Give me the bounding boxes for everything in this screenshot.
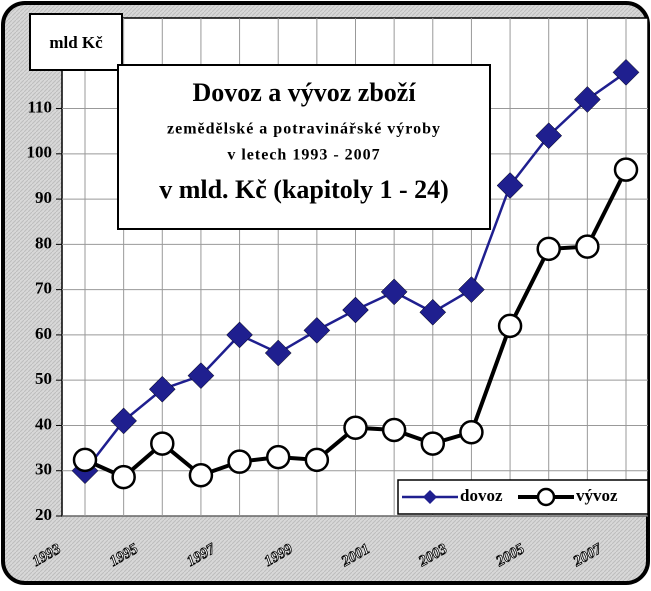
subtitle: zemědělské a potravinářské výroby: [167, 121, 441, 138]
chart-title-2: v mld. Kč (kapitoly 1 - 24): [159, 175, 449, 204]
y-tick-label: 60: [35, 324, 52, 343]
y-tick-label: 40: [35, 414, 52, 433]
data-point: [150, 431, 175, 456]
data-point: [613, 157, 639, 182]
data-point: [187, 362, 215, 390]
data-point: [459, 419, 484, 445]
data-point: [458, 276, 485, 303]
y-tick-label: 90: [35, 188, 52, 207]
chart-title: Dovoz a vývoz zboží: [192, 78, 416, 107]
y-tick-label: 100: [27, 143, 53, 162]
y-tick-label: 80: [35, 233, 52, 252]
data-point: [226, 321, 253, 349]
data-point: [496, 172, 524, 199]
y-axis-label: mld Kč: [49, 33, 103, 52]
data-point: [110, 407, 137, 435]
data-point: [575, 234, 600, 259]
data-point: [381, 417, 407, 443]
data-point: [380, 278, 408, 306]
y-tick-label: 30: [35, 460, 52, 479]
data-point: [227, 449, 252, 474]
y-label-box: [29, 13, 123, 71]
y-tick-label: 110: [27, 97, 52, 116]
legend-marker: [536, 487, 556, 507]
data-point: [264, 339, 292, 367]
subtitle: v letech 1993 - 2007: [227, 147, 380, 164]
data-point: [419, 298, 447, 326]
title-box: [117, 64, 491, 230]
data-point: [497, 313, 523, 339]
data-point: [303, 317, 331, 344]
data-point: [420, 431, 446, 456]
legend-label: dovoz: [460, 486, 503, 505]
data-point: [72, 447, 98, 473]
data-point: [304, 447, 330, 473]
data-point: [612, 58, 640, 86]
data-point: [536, 236, 561, 262]
data-point: [111, 464, 136, 490]
data-point: [342, 296, 369, 324]
data-point: [265, 444, 291, 470]
legend-marker: [423, 490, 437, 504]
y-tick-label: 50: [35, 369, 52, 388]
y-tick-label: 70: [35, 279, 52, 298]
data-point: [574, 86, 601, 113]
data-point: [535, 122, 563, 150]
data-point: [188, 463, 214, 488]
data-point: [343, 415, 368, 440]
data-point: [148, 375, 176, 403]
legend-label: vývoz: [576, 486, 618, 505]
y-tick-label: 20: [35, 505, 52, 524]
